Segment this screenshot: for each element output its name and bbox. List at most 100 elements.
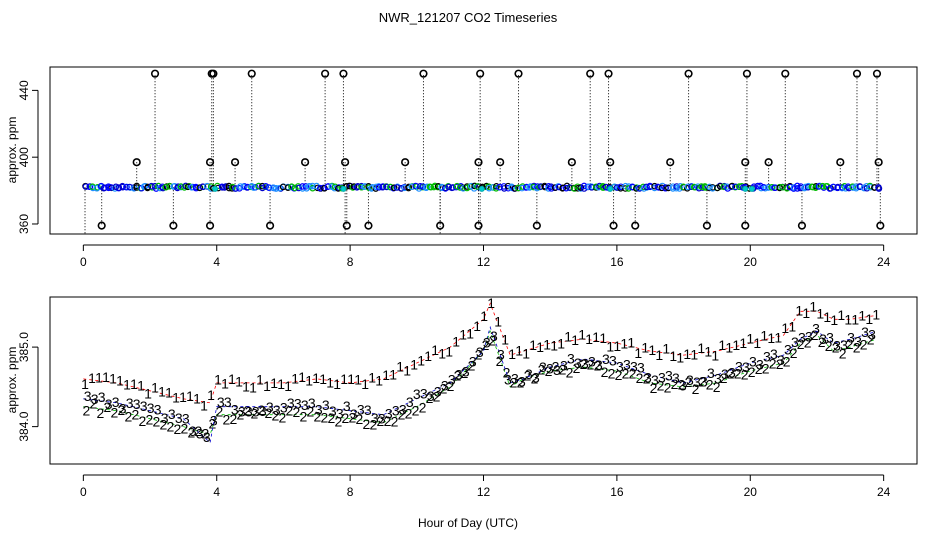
series-3-point: 3 (868, 327, 876, 343)
series-2-point: 2 (152, 414, 160, 430)
series-3-point: 3 (805, 328, 813, 344)
baseline-point (732, 183, 739, 191)
top-panel: approx. ppm 360 400 440 0 4 8 12 16 20 24 (5, 66, 918, 269)
series-2-point: 2 (734, 366, 742, 382)
series-1-point: 1 (662, 341, 670, 357)
series-2-point: 2 (391, 413, 399, 429)
baseline-point (405, 183, 413, 191)
bottom-panel-frame (49, 296, 918, 465)
series-3-point: 3 (854, 333, 862, 349)
baseline-point (445, 183, 453, 191)
baseline-point (423, 183, 431, 191)
series-3-point: 3 (126, 395, 134, 411)
series-2-point: 2 (419, 400, 427, 416)
bottom-x-tick-label: 8 (347, 485, 354, 499)
baseline-point (849, 183, 856, 191)
series-3-point: 3 (518, 373, 526, 389)
baseline-point (856, 183, 864, 191)
series-3-point: 3 (455, 366, 463, 382)
baseline-point (350, 183, 358, 190)
spike-low-point (631, 221, 640, 230)
series-2-point: 2 (846, 336, 854, 352)
series-1-point: 1 (865, 311, 873, 327)
series-2-point: 2 (727, 365, 735, 381)
baseline-point (562, 184, 570, 192)
series-3-point: 3 (707, 365, 715, 381)
baseline-point (523, 183, 530, 191)
baseline-point (284, 184, 292, 191)
baseline-point (493, 183, 500, 190)
baseline-point (434, 182, 442, 190)
baseline-point (485, 184, 493, 192)
baseline-point (537, 183, 545, 190)
series-2-point: 2 (89, 396, 97, 412)
series-3-point: 3 (210, 412, 218, 428)
series-1-point: 1 (354, 372, 362, 388)
baseline-accent-point (748, 185, 755, 192)
bottom-x-tick-label: 12 (477, 485, 491, 499)
series-1-point: 1 (137, 378, 145, 394)
spike-mid-point (764, 158, 773, 167)
baseline-point (655, 184, 663, 191)
series-3-point: 3 (546, 361, 554, 377)
series-2-point: 2 (482, 337, 490, 353)
series-2-point: 2 (664, 380, 672, 396)
baseline-point (422, 184, 430, 192)
series-3-point: 3 (798, 329, 806, 345)
series-3-point: 3 (616, 359, 624, 375)
spike-high-point (514, 69, 523, 78)
baseline-point (237, 183, 244, 190)
series-2-point: 2 (615, 367, 623, 383)
series-2-point: 2 (517, 375, 525, 391)
baseline-accent-point (340, 185, 347, 192)
series-3-point: 3 (770, 346, 778, 362)
baseline-point (244, 183, 251, 191)
series-1-point: 1 (333, 376, 341, 392)
spike-high-point (321, 69, 330, 78)
baseline-point (140, 183, 148, 190)
series-2-point: 2 (860, 336, 868, 352)
series-2-point: 2 (124, 409, 132, 425)
series-3-point: 3 (700, 373, 708, 389)
spike-high-point (339, 69, 348, 78)
baseline-point (852, 183, 860, 190)
baseline-point (354, 182, 362, 190)
series-2-point: 2 (804, 335, 812, 351)
series-2-point: 2 (216, 403, 224, 419)
series-3-point: 3 (567, 351, 575, 367)
series-2-point: 2 (223, 411, 231, 427)
series-2-point: 2 (342, 410, 350, 426)
spike-high-point (150, 69, 160, 78)
series-1-point: 1 (564, 329, 572, 345)
series-1-point: 1 (753, 335, 761, 351)
spike-low-point (474, 221, 483, 230)
series-3-point: 3 (840, 337, 848, 353)
top-panel-plot-area (82, 69, 885, 234)
series-1-point: 1 (585, 331, 593, 347)
baseline-point (588, 184, 595, 191)
series-1-point: 1 (431, 342, 439, 358)
baseline-point (812, 184, 819, 192)
series-1-point: 1 (270, 375, 278, 391)
baseline-point (662, 184, 669, 191)
series-1-point: 1 (732, 337, 740, 353)
series-3-point: 3 (427, 388, 435, 404)
bottom-x-tick-label: 20 (744, 485, 758, 499)
series-3-point: 3 (147, 400, 155, 416)
series-2-point: 2 (559, 361, 567, 377)
series-1-point: 1 (788, 319, 796, 335)
baseline-point (225, 184, 233, 192)
series-1-point: 1 (858, 307, 866, 323)
series-3-point: 3 (273, 402, 281, 418)
series-3-point: 3 (511, 371, 519, 387)
series-2-point: 2 (166, 418, 174, 434)
x-axis-label: Hour of Day (UTC) (418, 516, 518, 530)
series-1-point: 1 (347, 371, 355, 387)
series-2-point: 2 (594, 358, 602, 374)
series-1-point: 1 (725, 340, 733, 356)
baseline-point (262, 182, 269, 190)
series-1-point: 1 (242, 379, 250, 395)
series-3-point: 3 (693, 374, 701, 390)
baseline-point (701, 184, 709, 191)
baseline-point (305, 182, 313, 190)
